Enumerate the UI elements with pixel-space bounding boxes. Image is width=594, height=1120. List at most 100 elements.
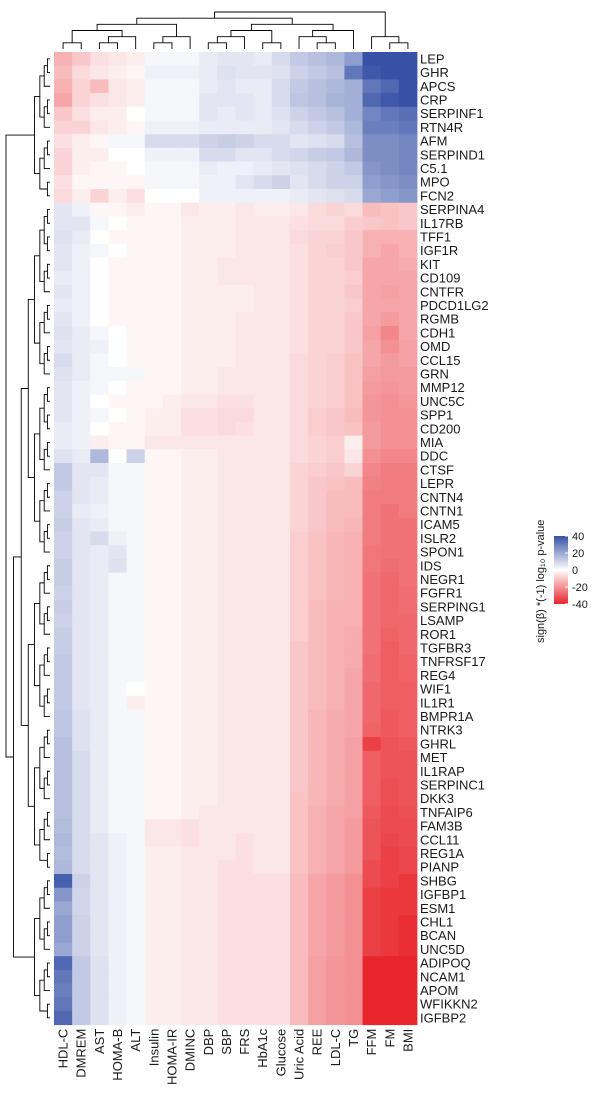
heatmap-cell: [289, 586, 309, 601]
heatmap-cell: [54, 723, 73, 738]
heatmap-cell: [308, 997, 327, 1012]
heatmap-cell: [54, 504, 73, 519]
heatmap-cell: [54, 202, 73, 217]
legend-title: sign(β) *(-1) log₁₀ p-value: [535, 520, 547, 643]
heatmap-cell: [271, 928, 291, 943]
heatmap-cell: [253, 545, 273, 560]
row-label: GRN: [420, 366, 449, 381]
heatmap-cell: [271, 997, 291, 1012]
heatmap-cell: [108, 326, 127, 341]
heatmap-cell: [326, 189, 345, 204]
heatmap-cell: [380, 874, 400, 889]
heatmap-cell: [54, 216, 73, 231]
heatmap-cell: [217, 380, 236, 395]
dendrogram-branch: [13, 556, 35, 958]
heatmap-cell: [326, 1011, 345, 1026]
heatmap-cell: [72, 202, 91, 217]
heatmap-cell: [199, 120, 218, 135]
heatmap-cell: [271, 463, 291, 478]
heatmap-cell: [72, 394, 91, 409]
heatmap-cell: [308, 230, 327, 245]
heatmap-cell: [199, 421, 218, 436]
heatmap-cell: [54, 915, 73, 930]
heatmap-cell: [308, 723, 327, 738]
heatmap-cell: [344, 819, 363, 834]
heatmap-cell: [108, 504, 127, 519]
heatmap-cell: [144, 723, 164, 738]
heatmap-cell: [271, 764, 291, 779]
heatmap-cell: [362, 490, 382, 505]
heatmap-cell: [126, 887, 146, 902]
heatmap-cell: [217, 805, 236, 820]
heatmap-cell: [380, 175, 400, 190]
heatmap-cell: [326, 161, 345, 176]
heatmap-cell: [326, 887, 345, 902]
heatmap-cell: [108, 682, 127, 697]
heatmap-cell: [344, 93, 363, 108]
heatmap-cell: [162, 257, 182, 272]
heatmap-cell: [181, 942, 200, 957]
heatmap-cell: [181, 147, 200, 162]
heatmap-cell: [54, 147, 73, 162]
heatmap-cell: [253, 271, 273, 286]
heatmap-cell: [108, 65, 127, 80]
heatmap-cell: [326, 312, 345, 327]
heatmap-cell: [162, 326, 182, 341]
heatmap-cell: [289, 613, 309, 628]
heatmap-cell: [199, 189, 218, 204]
heatmap-cell: [72, 134, 91, 149]
heatmap-cell: [380, 737, 400, 752]
heatmap-cell: [217, 202, 236, 217]
heatmap-cell: [144, 997, 164, 1012]
heatmap-cell: [271, 394, 291, 409]
heatmap-cell: [253, 175, 273, 190]
heatmap-cell: [90, 284, 109, 299]
heatmap-cell: [235, 778, 255, 793]
heatmap-cell: [162, 545, 182, 560]
dendrogram-branch: [46, 209, 50, 224]
heatmap-cell: [199, 161, 218, 176]
heatmap-cell: [90, 572, 109, 587]
heatmap-cell: [308, 832, 327, 847]
heatmap-cell: [90, 627, 109, 642]
heatmap-cell: [344, 558, 363, 573]
heatmap-cell: [90, 956, 109, 971]
heatmap-cell: [199, 887, 218, 902]
heatmap-cell: [162, 284, 182, 299]
heatmap-cell: [362, 983, 382, 998]
heatmap-cell: [144, 969, 164, 984]
heatmap-cell: [72, 531, 91, 546]
heatmap-cell: [108, 915, 127, 930]
heatmap-cell: [326, 545, 345, 560]
heatmap-cell: [271, 326, 291, 341]
heatmap-cell: [217, 600, 236, 615]
column-label: ALT: [128, 1029, 143, 1052]
heatmap-cell: [253, 65, 273, 80]
heatmap-cell: [326, 558, 345, 573]
heatmap-cell: [398, 764, 418, 779]
heatmap-cell: [326, 435, 345, 450]
heatmap-cell: [289, 189, 309, 204]
heatmap-cell: [308, 969, 327, 984]
row-label: BCAN: [420, 928, 456, 943]
heatmap-cell: [289, 93, 309, 108]
heatmap-cell: [144, 764, 164, 779]
heatmap-cell: [90, 1011, 109, 1026]
heatmap-cell: [362, 627, 382, 642]
heatmap-cell: [380, 120, 400, 135]
heatmap-cell: [108, 106, 127, 121]
dendrogram-branch: [46, 921, 50, 937]
row-label: C5.1: [420, 161, 447, 176]
heatmap-cell: [90, 93, 109, 108]
heatmap-cell: [308, 846, 327, 861]
heatmap-cell: [54, 517, 73, 532]
heatmap-cell: [199, 956, 218, 971]
heatmap-cell: [398, 983, 418, 998]
heatmap-cell: [181, 161, 200, 176]
heatmap-cell: [362, 997, 382, 1012]
heatmap-cell: [90, 846, 109, 861]
heatmap-cell: [199, 915, 218, 930]
heatmap-cell: [398, 161, 418, 176]
heatmap-cell: [199, 846, 218, 861]
heatmap-cell: [362, 504, 382, 519]
